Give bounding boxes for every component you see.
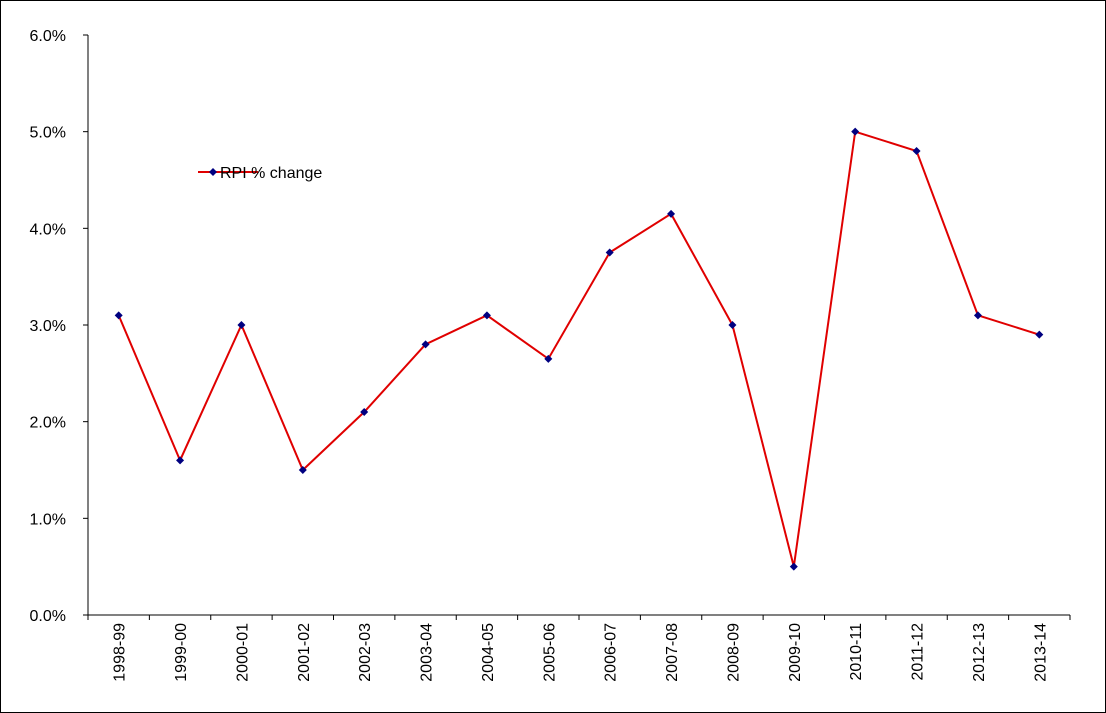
point [912,147,921,155]
point [544,354,553,363]
x-tick-label: 2002-03 [357,623,374,682]
point [298,466,307,474]
x-tick-label: 1999-00 [173,623,190,682]
point [605,248,614,257]
x-tick-label: 2011-12 [910,623,927,681]
y-tick-label: 1.0% [30,511,66,528]
line [117,130,1040,567]
point [973,311,982,320]
y-tick-label: 4.0% [30,221,66,238]
point [114,311,123,320]
x-tick-label: 2000-01 [234,623,251,682]
x-tick-label: 2001-02 [296,623,313,682]
point [851,127,860,136]
x-tick-label: 2007-08 [664,623,681,682]
point [1035,330,1044,339]
point [728,321,737,329]
x-tick-label: 2008-09 [725,623,742,682]
y-tick-label: 6.0% [30,28,66,45]
x-tick-label: 2006-07 [603,623,620,682]
point [360,408,369,416]
point [237,321,246,329]
x-tick-label: 2004-05 [480,623,497,682]
x-tick-label: 1998-99 [112,623,129,682]
x-tick-label: 2013-14 [1032,623,1049,682]
legend-marker [209,168,217,176]
x-tick-label: 2003-04 [419,623,436,682]
legend-label: RPI % change [220,165,322,182]
point [789,562,798,571]
point [482,311,491,320]
y-tick-label: 2.0% [30,415,66,432]
x-tick-label: 2005-06 [541,623,558,682]
x-tick-label: 2010-11 [848,623,865,681]
point [176,456,185,465]
point [421,340,430,349]
x-tick-label: 2012-13 [971,623,988,682]
x-tick-label: 2009-10 [787,623,804,682]
y-tick-label: 0.0% [30,608,66,625]
y-tick-label: 5.0% [30,125,66,142]
y-tick-label: 3.0% [30,318,66,335]
point [667,209,676,218]
